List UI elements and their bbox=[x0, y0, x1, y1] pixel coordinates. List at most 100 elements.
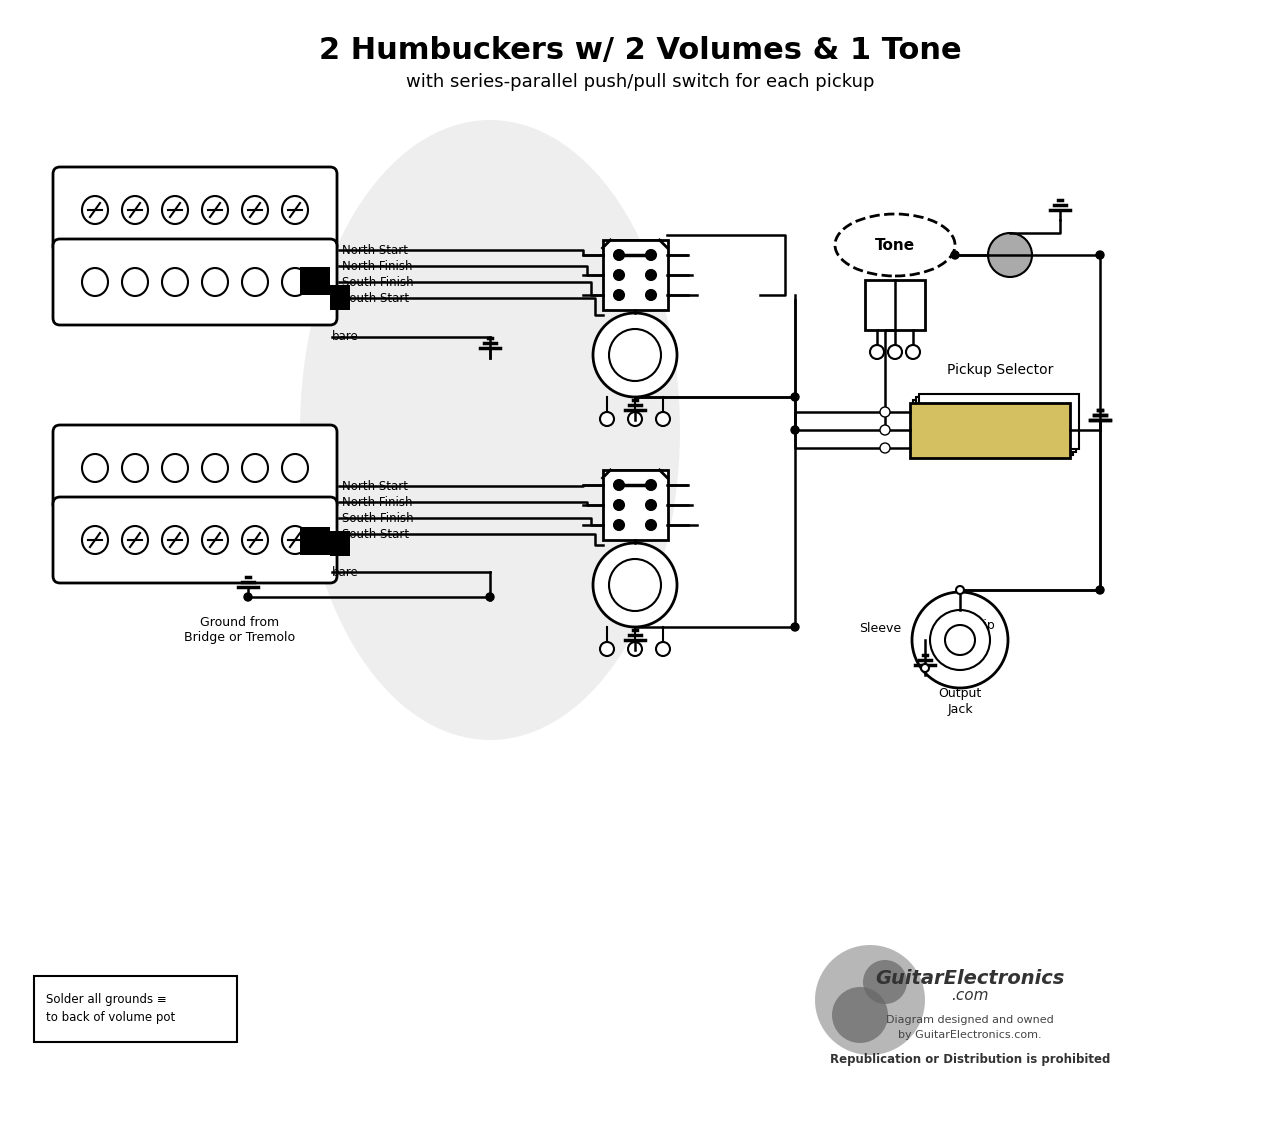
Circle shape bbox=[646, 270, 657, 280]
Polygon shape bbox=[603, 470, 667, 478]
Circle shape bbox=[646, 290, 657, 300]
Text: GuitarElectronics: GuitarElectronics bbox=[876, 969, 1065, 987]
Ellipse shape bbox=[282, 268, 308, 296]
Ellipse shape bbox=[163, 453, 188, 482]
Circle shape bbox=[922, 664, 929, 672]
Circle shape bbox=[815, 945, 925, 1055]
Text: North Start: North Start bbox=[342, 479, 408, 493]
Circle shape bbox=[657, 642, 669, 656]
Circle shape bbox=[881, 425, 890, 435]
Text: Ground from
Bridge or Tremolo: Ground from Bridge or Tremolo bbox=[184, 616, 296, 644]
Text: South Start: South Start bbox=[342, 528, 410, 540]
FancyBboxPatch shape bbox=[603, 240, 667, 310]
Text: by GuitarElectronics.com.: by GuitarElectronics.com. bbox=[899, 1030, 1042, 1040]
Text: Diagram designed and owned: Diagram designed and owned bbox=[886, 1015, 1053, 1025]
Text: South Finish: South Finish bbox=[342, 275, 413, 289]
Circle shape bbox=[911, 592, 1009, 688]
Circle shape bbox=[646, 250, 657, 259]
FancyBboxPatch shape bbox=[330, 285, 349, 310]
Ellipse shape bbox=[163, 526, 188, 554]
Ellipse shape bbox=[82, 196, 108, 224]
Ellipse shape bbox=[202, 453, 228, 482]
FancyBboxPatch shape bbox=[52, 425, 337, 511]
Ellipse shape bbox=[82, 453, 108, 482]
Text: Sleeve: Sleeve bbox=[859, 622, 901, 634]
Text: Solder all grounds ≡: Solder all grounds ≡ bbox=[46, 994, 166, 1006]
Circle shape bbox=[791, 623, 799, 631]
Circle shape bbox=[614, 500, 625, 510]
Circle shape bbox=[956, 587, 964, 594]
Circle shape bbox=[1096, 587, 1103, 594]
Circle shape bbox=[646, 500, 657, 510]
Circle shape bbox=[791, 393, 799, 400]
Ellipse shape bbox=[282, 453, 308, 482]
Circle shape bbox=[600, 642, 614, 656]
FancyBboxPatch shape bbox=[300, 527, 330, 555]
Ellipse shape bbox=[202, 526, 228, 554]
FancyBboxPatch shape bbox=[35, 976, 237, 1042]
Text: Pickup Selector: Pickup Selector bbox=[947, 363, 1053, 377]
Circle shape bbox=[888, 345, 902, 359]
Circle shape bbox=[881, 407, 890, 417]
Circle shape bbox=[614, 250, 625, 259]
FancyBboxPatch shape bbox=[330, 531, 349, 556]
FancyBboxPatch shape bbox=[300, 267, 330, 296]
Ellipse shape bbox=[202, 196, 228, 224]
Circle shape bbox=[945, 625, 975, 655]
FancyBboxPatch shape bbox=[919, 394, 1079, 449]
FancyBboxPatch shape bbox=[916, 397, 1076, 451]
Text: Output
Jack: Output Jack bbox=[938, 687, 982, 716]
Circle shape bbox=[600, 412, 614, 426]
Circle shape bbox=[863, 960, 908, 1004]
Ellipse shape bbox=[82, 526, 108, 554]
Text: North Finish: North Finish bbox=[342, 259, 412, 273]
Ellipse shape bbox=[163, 268, 188, 296]
Text: bare: bare bbox=[332, 565, 358, 579]
Ellipse shape bbox=[122, 526, 148, 554]
Circle shape bbox=[646, 481, 657, 490]
Text: South Finish: South Finish bbox=[342, 511, 413, 525]
Text: to back of volume pot: to back of volume pot bbox=[46, 1012, 175, 1024]
Circle shape bbox=[832, 987, 888, 1043]
FancyBboxPatch shape bbox=[52, 239, 337, 325]
Text: .com: .com bbox=[951, 988, 988, 1004]
Circle shape bbox=[931, 610, 989, 670]
FancyBboxPatch shape bbox=[52, 497, 337, 583]
Ellipse shape bbox=[82, 268, 108, 296]
Text: 2 Humbuckers w/ 2 Volumes & 1 Tone: 2 Humbuckers w/ 2 Volumes & 1 Tone bbox=[319, 35, 961, 64]
Text: Tone: Tone bbox=[876, 238, 915, 253]
Ellipse shape bbox=[300, 120, 680, 740]
Circle shape bbox=[881, 443, 890, 453]
Circle shape bbox=[1096, 252, 1103, 259]
Ellipse shape bbox=[122, 196, 148, 224]
Circle shape bbox=[791, 426, 799, 434]
Text: Tip: Tip bbox=[975, 618, 995, 632]
FancyBboxPatch shape bbox=[913, 399, 1073, 455]
Text: bare: bare bbox=[332, 331, 358, 344]
Ellipse shape bbox=[282, 196, 308, 224]
Circle shape bbox=[614, 270, 625, 280]
Circle shape bbox=[593, 312, 677, 397]
Circle shape bbox=[614, 520, 625, 530]
Circle shape bbox=[870, 345, 884, 359]
FancyBboxPatch shape bbox=[52, 167, 337, 253]
Ellipse shape bbox=[122, 268, 148, 296]
Text: North Finish: North Finish bbox=[342, 495, 412, 509]
Circle shape bbox=[951, 252, 959, 259]
Circle shape bbox=[906, 345, 920, 359]
Ellipse shape bbox=[242, 196, 268, 224]
Ellipse shape bbox=[835, 214, 955, 276]
Ellipse shape bbox=[282, 526, 308, 554]
Circle shape bbox=[593, 543, 677, 627]
Circle shape bbox=[628, 412, 643, 426]
Text: North Start: North Start bbox=[342, 244, 408, 256]
Ellipse shape bbox=[122, 453, 148, 482]
FancyBboxPatch shape bbox=[910, 403, 1070, 458]
Text: South Start: South Start bbox=[342, 291, 410, 305]
Circle shape bbox=[657, 412, 669, 426]
Ellipse shape bbox=[242, 526, 268, 554]
Circle shape bbox=[244, 593, 252, 601]
Circle shape bbox=[614, 481, 625, 490]
Ellipse shape bbox=[202, 268, 228, 296]
Circle shape bbox=[609, 559, 660, 611]
